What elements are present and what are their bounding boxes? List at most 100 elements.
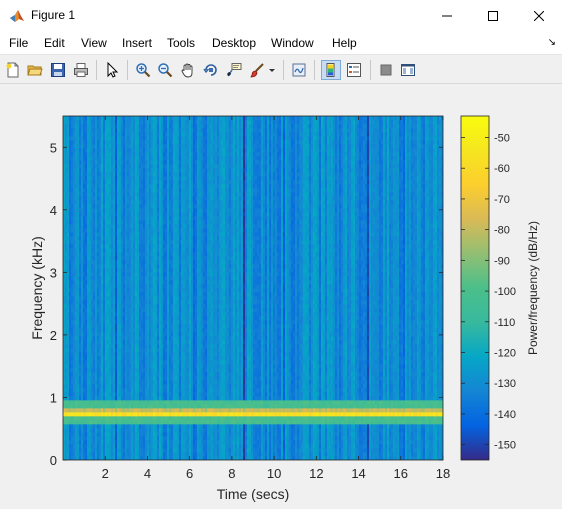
spectrogram-cell xyxy=(165,176,168,181)
spectrogram-cell xyxy=(83,448,86,453)
spectrogram-cell xyxy=(165,412,168,417)
spectrogram-cell xyxy=(83,240,86,245)
spectrogram-cell xyxy=(97,208,100,213)
spectrogram-cell xyxy=(93,456,96,460)
spectrogram-cell xyxy=(151,196,154,201)
spectrogram-cell xyxy=(141,400,144,405)
new-figure-icon[interactable] xyxy=(3,60,23,80)
maximize-button[interactable] xyxy=(470,0,516,32)
spectrogram-cell xyxy=(79,408,82,413)
link-plot-icon[interactable] xyxy=(289,60,309,80)
spectrogram-cell xyxy=(101,220,104,225)
spectrogram-cell xyxy=(145,152,148,157)
spectrogram-cell xyxy=(97,188,100,193)
spectrogram-cell xyxy=(91,208,94,213)
spectrogram-cell xyxy=(95,188,98,193)
spectrogram-cell xyxy=(91,320,94,325)
spectrogram-cell xyxy=(145,428,148,433)
spectrogram-cell xyxy=(171,272,174,277)
spectrogram-cell xyxy=(145,332,148,337)
rotate-3d-icon[interactable] xyxy=(201,60,221,80)
spectrogram-cell xyxy=(85,208,88,213)
spectrogram-cell xyxy=(77,448,80,453)
spectrogram-cell xyxy=(147,388,150,393)
pan-hand-icon[interactable] xyxy=(178,60,198,80)
spectrogram-cell xyxy=(83,204,86,209)
spectrogram-cell xyxy=(107,240,110,245)
close-button[interactable] xyxy=(516,0,562,32)
open-file-icon[interactable] xyxy=(25,60,45,80)
title-bar[interactable]: Figure 1 xyxy=(0,0,562,32)
print-icon[interactable] xyxy=(71,60,91,80)
spectrogram-cell xyxy=(69,320,72,325)
spectrogram-cell xyxy=(153,276,156,281)
menu-file[interactable]: File xyxy=(9,36,29,50)
spectrogram-cell xyxy=(173,220,176,225)
spectrogram-cell xyxy=(69,176,72,181)
zoom-out-icon[interactable] xyxy=(155,60,175,80)
spectrogram-cell xyxy=(139,280,142,285)
edit-plot-arrow-icon[interactable] xyxy=(102,60,122,80)
spectrogram-cell xyxy=(69,436,72,441)
colorbar-icon[interactable] xyxy=(321,60,341,80)
data-cursor-icon[interactable] xyxy=(224,60,244,80)
spectrogram-cell xyxy=(87,304,90,309)
spectrogram-cell xyxy=(121,336,124,341)
menu-help[interactable]: Help xyxy=(332,36,357,50)
minimize-button[interactable] xyxy=(424,0,470,32)
spectrogram-cell xyxy=(145,352,148,357)
spectrogram-cell xyxy=(67,360,70,365)
spectrogram-cell xyxy=(105,196,108,201)
spectrogram-cell xyxy=(173,404,176,409)
menu-edit[interactable]: Edit xyxy=(44,36,65,50)
menu-tools[interactable]: Tools xyxy=(167,36,196,50)
spectrogram-cell xyxy=(173,352,176,357)
zoom-in-icon[interactable] xyxy=(133,60,153,80)
spectrogram-cell xyxy=(151,308,154,313)
spectrogram-cell xyxy=(97,356,100,361)
spectrogram-cell xyxy=(151,252,154,257)
menu-desktop[interactable]: Desktop xyxy=(212,36,257,50)
spectrogram-cell xyxy=(171,220,174,225)
legend-icon[interactable] xyxy=(344,60,364,80)
spectrogram-cell xyxy=(165,380,168,385)
brush-dropdown-icon[interactable] xyxy=(266,60,278,80)
spectrogram-cell xyxy=(123,156,126,161)
spectrogram-cell xyxy=(121,344,124,349)
spectrogram-cell xyxy=(125,144,128,149)
spectrogram-cell xyxy=(81,412,84,417)
spectrogram-cell xyxy=(105,180,108,185)
save-icon[interactable] xyxy=(48,60,68,80)
dock-arrow-icon[interactable]: ↘ xyxy=(547,37,556,48)
spectrogram-cell xyxy=(117,120,120,125)
spectrogram-cell xyxy=(99,244,102,249)
spectrogram-cell xyxy=(135,212,138,217)
spectrogram-cell xyxy=(87,172,90,177)
spectrogram-cell xyxy=(125,168,128,173)
spectrogram-cell xyxy=(89,200,92,205)
spectrogram-cell xyxy=(145,120,148,125)
spectrogram-cell xyxy=(151,328,154,333)
spectrogram-cell xyxy=(97,444,100,449)
spectrogram-cell xyxy=(123,388,126,393)
show-plot-tools-icon[interactable] xyxy=(398,60,418,80)
spectrogram-cell xyxy=(171,140,174,145)
spectrogram-cell xyxy=(123,184,126,189)
menu-window[interactable]: Window xyxy=(271,36,314,50)
spectrogram-cell xyxy=(115,452,118,457)
spectrogram-cell xyxy=(101,128,104,133)
spectrogram-cell xyxy=(173,292,176,297)
spectrogram-cell xyxy=(113,376,116,381)
spectrogram-cell xyxy=(165,400,168,405)
brush-icon[interactable] xyxy=(247,60,267,80)
menu-view[interactable]: View xyxy=(81,36,107,50)
spectrogram-cell xyxy=(173,196,176,201)
spectrogram-cell xyxy=(147,452,150,457)
spectrogram-cell xyxy=(177,392,180,397)
menu-insert[interactable]: Insert xyxy=(122,36,153,50)
spectrogram-cell xyxy=(81,404,84,409)
hide-plot-tools-icon[interactable] xyxy=(376,60,396,80)
spectrogram-cell xyxy=(139,412,142,417)
